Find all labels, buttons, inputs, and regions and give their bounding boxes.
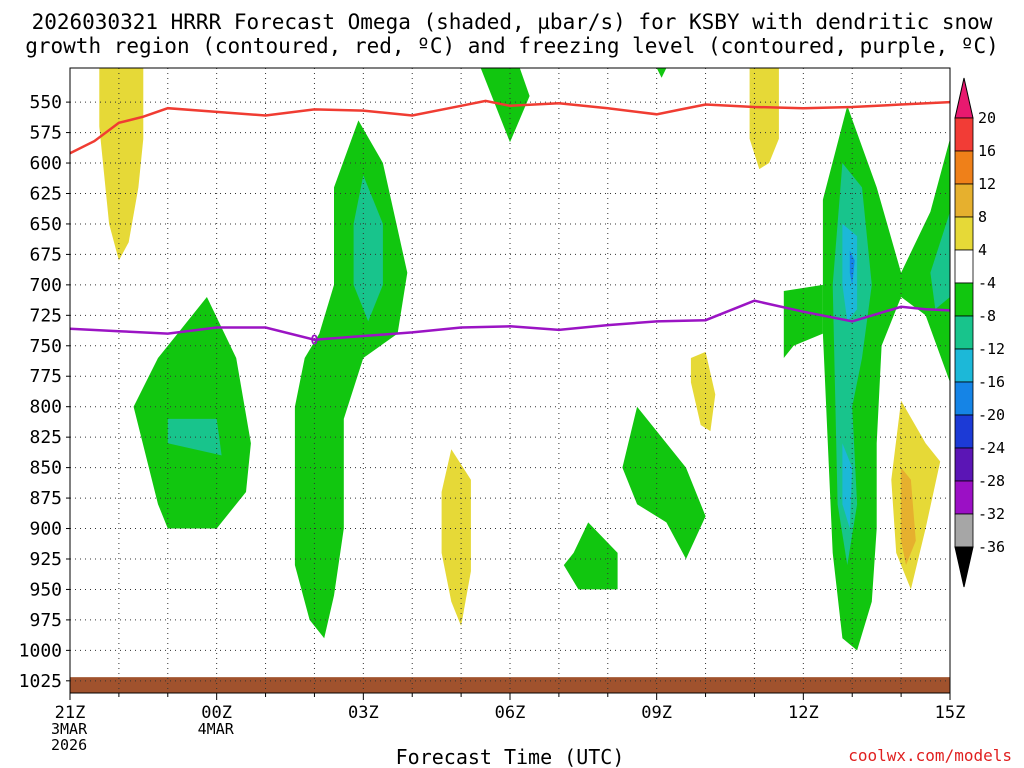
- y-tick-label: 600: [29, 153, 62, 174]
- colorbar-label: -4: [978, 274, 996, 292]
- x-tick-label: 12Z: [788, 703, 819, 723]
- y-tick-label: 825: [29, 427, 62, 448]
- chart-title-line-1: 2026030321 HRRR Forecast Omega (shaded, …: [32, 10, 993, 34]
- x-tick-label: 06Z: [495, 703, 526, 723]
- colorbar-swatch: [954, 282, 974, 317]
- colorbar-swatch: [954, 183, 974, 218]
- y-tick-label: 875: [29, 488, 62, 509]
- omega-region-12: [842, 223, 858, 322]
- colorbar-swatch: [954, 381, 974, 416]
- terrain-band: [70, 677, 950, 693]
- y-tick-label: 650: [29, 214, 62, 235]
- omega-region-13: [842, 443, 853, 529]
- omega-region-17: [690, 351, 716, 432]
- omega-region-8: [167, 418, 222, 456]
- colorbar-swatch: [954, 315, 974, 350]
- y-tick-label: 725: [29, 305, 62, 326]
- omega-region-5: [563, 522, 618, 590]
- credit-text: coolwx.com/models: [848, 746, 1012, 765]
- contour-lines: 0: [70, 99, 950, 349]
- omega-region-14: [849, 250, 855, 285]
- contour-line-1: [70, 299, 950, 341]
- colorbar-swatch: [954, 348, 974, 383]
- y-tick-label: 850: [29, 458, 62, 479]
- y-tick-label: 1025: [19, 671, 62, 692]
- x-tick-label: 03Z: [348, 703, 379, 723]
- y-tick-label: 775: [29, 366, 62, 387]
- y-tick-label: 1000: [19, 640, 62, 661]
- y-tick-label: 950: [29, 579, 62, 600]
- y-tick-label: 625: [29, 183, 62, 204]
- colorbar-label: -12: [978, 340, 1005, 358]
- x-tick-label: 3MAR: [51, 720, 88, 738]
- x-tick-label: 2026: [51, 736, 87, 754]
- colorbar-label: -16: [978, 373, 1005, 391]
- omega-region-19: [891, 400, 941, 590]
- omega-region-3: [294, 120, 408, 639]
- x-tick-label: 00Z: [201, 703, 232, 723]
- omega-region-6: [783, 284, 823, 358]
- colorbar-label: -24: [978, 439, 1005, 457]
- colorbar-swatch: [954, 513, 974, 548]
- x-axis-label: Forecast Time (UTC): [396, 745, 625, 768]
- omega-region-18: [441, 449, 471, 626]
- colorbar-label: 16: [978, 142, 996, 160]
- grid-lines: [70, 68, 950, 693]
- colorbar-swatch: [954, 117, 974, 152]
- freezing-level-contour-label: 0: [311, 334, 319, 349]
- y-tick-label: 750: [29, 336, 62, 357]
- colorbar-label: 20: [978, 109, 996, 127]
- y-tick-label: 675: [29, 244, 62, 265]
- colorbar-bottom-arrow: [954, 546, 974, 588]
- colorbar-label: -28: [978, 472, 1005, 490]
- colorbar-swatch: [954, 249, 974, 284]
- x-tick-label: 15Z: [935, 703, 966, 723]
- colorbar-label: -8: [978, 307, 996, 325]
- colorbar-swatch: [954, 447, 974, 482]
- colorbar-swatch: [954, 150, 974, 185]
- omega-region-20: [901, 467, 916, 566]
- x-tick-label: 09Z: [641, 703, 672, 723]
- colorbar-label: -20: [978, 406, 1005, 424]
- colorbar-swatch: [954, 414, 974, 449]
- y-tick-label: 975: [29, 610, 62, 631]
- y-tick-label: 925: [29, 549, 62, 570]
- y-tick-label: 800: [29, 397, 62, 418]
- y-tick-label: 550: [29, 92, 62, 113]
- colorbar-label: 12: [978, 175, 996, 193]
- omega-region-1: [656, 68, 667, 78]
- y-axis: 550 575 600 625 650 675 700 725 750 775 800 825 850 8…: [19, 92, 70, 692]
- colorbar-label: 8: [978, 208, 987, 226]
- omega-region-16: [749, 68, 779, 170]
- colorbar: 20 16 12 8 4 -4 -8 -12 -16 -20 -24 -28 -32 -36: [954, 77, 1005, 588]
- omega-region-15: [99, 68, 144, 261]
- colorbar-label: -36: [978, 538, 1005, 556]
- chart-title-line-2: growth region (contoured, red, ºC) and f…: [25, 34, 999, 58]
- omega-region-4: [622, 406, 706, 559]
- omega-shading: [70, 68, 950, 693]
- x-tick-label: 4MAR: [198, 720, 235, 738]
- colorbar-swatch: [954, 216, 974, 251]
- y-tick-label: 700: [29, 275, 62, 296]
- omega-region-2: [133, 297, 251, 529]
- x-tick-label: 21Z: [55, 703, 86, 723]
- colorbar-label: 4: [978, 241, 987, 259]
- y-tick-label: 575: [29, 123, 62, 144]
- y-tick-label: 900: [29, 519, 62, 540]
- colorbar-label: -32: [978, 505, 1005, 523]
- colorbar-swatch: [954, 480, 974, 515]
- colorbar-top-arrow: [954, 77, 974, 119]
- contour-line-0: [70, 99, 950, 155]
